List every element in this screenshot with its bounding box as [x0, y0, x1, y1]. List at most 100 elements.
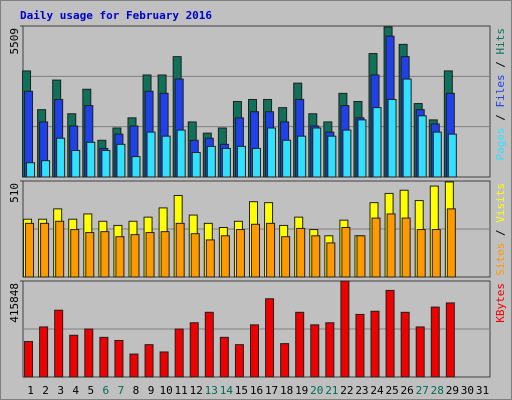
- bar: [282, 139, 292, 178]
- legend-separator: /: [494, 108, 507, 128]
- bar: [372, 107, 382, 178]
- bar: [54, 309, 64, 378]
- x-tick-label: 21: [325, 384, 338, 397]
- y-tick-label: 5509: [8, 28, 21, 55]
- bar: [280, 343, 290, 378]
- bar: [161, 135, 171, 178]
- bar: [220, 235, 230, 278]
- x-tick-label: 20: [310, 384, 323, 397]
- bar: [25, 222, 35, 278]
- x-tick-label: 12: [190, 384, 203, 397]
- x-tick-label: 2: [42, 384, 49, 397]
- x-tick-label: 30: [461, 384, 474, 397]
- bar: [447, 133, 457, 178]
- bar: [340, 280, 350, 378]
- bar: [371, 217, 381, 278]
- x-tick-label: 10: [159, 384, 172, 397]
- x-tick-label: 27: [416, 384, 429, 397]
- bar: [100, 231, 110, 278]
- bar: [236, 145, 246, 178]
- bar: [370, 310, 380, 378]
- bar: [325, 322, 335, 378]
- bar: [401, 217, 411, 278]
- x-tick-label: 29: [446, 384, 459, 397]
- legend: Sites / Visits: [494, 183, 507, 276]
- legend: KBytes: [494, 283, 507, 323]
- bar: [251, 223, 260, 278]
- bar: [206, 145, 216, 178]
- x-tick-label: 15: [235, 384, 248, 397]
- legend-separator: /: [494, 55, 507, 75]
- x-tick-label: 14: [220, 384, 234, 397]
- bar: [342, 129, 352, 178]
- legend-entry: Visits: [494, 183, 507, 223]
- bar: [341, 226, 351, 278]
- bar: [115, 236, 125, 278]
- bar: [159, 351, 169, 378]
- x-tick-label: 13: [205, 384, 218, 397]
- x-tick-label: 3: [57, 384, 64, 397]
- bar: [430, 306, 440, 378]
- bar: [71, 149, 81, 178]
- bar: [417, 115, 427, 178]
- x-tick-label: 16: [250, 384, 263, 397]
- bar: [221, 147, 231, 178]
- bar: [312, 127, 322, 178]
- bar: [84, 328, 94, 378]
- x-tick-label: 26: [401, 384, 414, 397]
- bar: [311, 235, 321, 278]
- bar: [24, 341, 34, 378]
- x-tick-label: 18: [280, 384, 293, 397]
- legend-entry: Sites: [494, 243, 507, 276]
- bar: [40, 222, 50, 278]
- legend-entry: Pages: [494, 127, 507, 160]
- bar: [357, 119, 367, 178]
- bar: [402, 78, 412, 178]
- bar: [446, 208, 456, 278]
- bar: [267, 127, 277, 178]
- x-tick-label: 22: [340, 384, 353, 397]
- bar: [39, 326, 49, 378]
- bar: [70, 229, 80, 278]
- bar: [205, 239, 215, 278]
- bar: [55, 220, 65, 278]
- chart-title: Daily usage for February 2016: [20, 9, 212, 22]
- bar: [146, 131, 156, 178]
- bar: [174, 328, 184, 378]
- legend-entry: KBytes: [494, 283, 507, 323]
- bar: [297, 135, 307, 178]
- bar: [387, 98, 397, 178]
- x-tick-label: 25: [385, 384, 398, 397]
- x-tick-label: 7: [118, 384, 125, 397]
- bar: [250, 324, 259, 378]
- x-tick-label: 9: [148, 384, 155, 397]
- bar: [116, 143, 126, 178]
- bar: [191, 152, 201, 178]
- bar: [190, 233, 200, 278]
- bar: [175, 222, 185, 278]
- bar: [327, 135, 337, 178]
- bar: [114, 339, 124, 378]
- bar: [130, 234, 140, 278]
- bar: [204, 311, 214, 378]
- bar: [265, 298, 275, 378]
- bar: [356, 235, 366, 278]
- bar: [176, 129, 186, 178]
- legend-separator: /: [494, 223, 507, 243]
- bar: [432, 131, 442, 178]
- x-tick-label: 6: [103, 384, 110, 397]
- bar: [99, 336, 109, 378]
- y-tick-label: 415848: [8, 283, 21, 323]
- bar: [355, 313, 365, 378]
- bar: [235, 229, 245, 278]
- bar: [252, 147, 261, 178]
- bar: [234, 344, 244, 378]
- bar: [326, 242, 336, 278]
- x-tick-label: 1: [27, 384, 34, 397]
- bar: [415, 326, 425, 378]
- x-tick-label: 17: [265, 384, 278, 397]
- bar: [86, 141, 96, 178]
- bar: [144, 344, 154, 378]
- x-tick-label: 23: [355, 384, 368, 397]
- x-tick-label: 28: [431, 384, 444, 397]
